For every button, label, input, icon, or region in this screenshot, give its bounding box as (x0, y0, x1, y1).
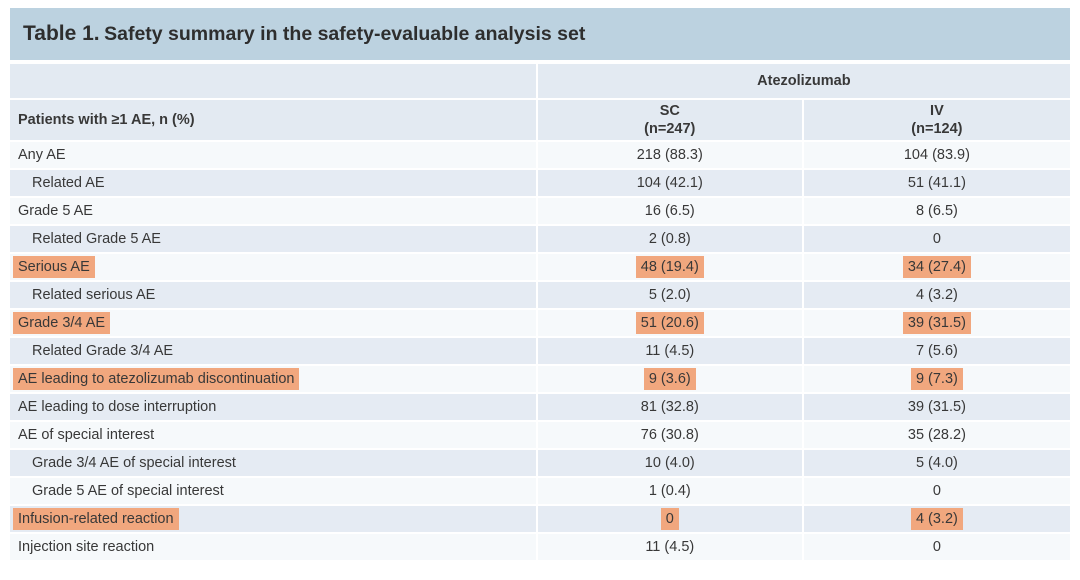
value-cell-iv: 8 (6.5) (801, 196, 1070, 224)
value-cell-sc: 104 (42.1) (535, 168, 802, 196)
table-row: Grade 3/4 AE 51 (20.6) 39 (31.5) (10, 308, 1070, 336)
row-label: Related serious AE (10, 280, 536, 308)
row-label: Injection site reaction (10, 532, 536, 560)
value-cell-iv: 4 (3.2) (801, 504, 1070, 532)
group-header-atezolizumab: Atezolizumab (535, 62, 1070, 98)
table-row: Grade 3/4 AE of special interest 10 (4.0)… (10, 448, 1070, 476)
value-cell-iv: 0 (801, 224, 1070, 252)
table-title: Safety summary in the safety-evaluable a… (104, 23, 586, 45)
row-label: AE of special interest (10, 420, 536, 448)
table-row: AE of special interest 76 (30.8) 35 (28.2) (10, 420, 1070, 448)
table-row: Related Grade 5 AE 2 (0.8) 0 (10, 224, 1070, 252)
value-cell-iv: 104 (83.9) (801, 140, 1070, 168)
value-cell-sc: 5 (2.0) (535, 280, 802, 308)
value-cell-sc: 48 (19.4) (535, 252, 802, 280)
table-row: Grade 5 AE of special interest 1 (0.4) 0 (10, 476, 1070, 504)
table-title-bar: Table 1. Safety summary in the safety-ev… (10, 8, 1070, 60)
value-cell-iv: 51 (41.1) (801, 168, 1070, 196)
table-row: Infusion-related reaction 0 4 (3.2) (10, 504, 1070, 532)
value-cell-iv: 0 (801, 476, 1070, 504)
value-cell-sc: 9 (3.6) (535, 364, 802, 392)
row-label: Grade 3/4 AE (10, 308, 536, 336)
safety-summary-page: Table 1. Safety summary in the safety-ev… (10, 8, 1070, 560)
row-label: Serious AE (10, 252, 536, 280)
value-cell-sc: 2 (0.8) (535, 224, 802, 252)
row-stub-header: Patients with ≥1 AE, n (%) (10, 98, 536, 140)
value-cell-iv: 7 (5.6) (801, 336, 1070, 364)
col-header-iv: IV (n=124) (801, 98, 1070, 140)
empty-header-cell (10, 62, 536, 98)
value-cell-iv: 0 (801, 532, 1070, 560)
safety-summary-table: Atezolizumab Patients with ≥1 AE, n (%) … (10, 62, 1070, 560)
table-row: AE leading to dose interruption 81 (32.8)… (10, 392, 1070, 420)
row-label: Related Grade 5 AE (10, 224, 536, 252)
row-label: AE leading to dose interruption (10, 392, 536, 420)
table-row: Related AE 104 (42.1) 51 (41.1) (10, 168, 1070, 196)
value-cell-sc: 16 (6.5) (535, 196, 802, 224)
col-header-sc-n: (n=247) (644, 121, 696, 137)
row-label: Grade 5 AE of special interest (10, 476, 536, 504)
value-cell-sc: 11 (4.5) (535, 532, 802, 560)
column-header-row: Patients with ≥1 AE, n (%) SC (n=247) IV… (10, 98, 1070, 140)
value-cell-iv: 34 (27.4) (801, 252, 1070, 280)
value-cell-iv: 35 (28.2) (801, 420, 1070, 448)
col-header-iv-n: (n=124) (911, 121, 963, 137)
row-label: AE leading to atezolizumab discontinuati… (10, 364, 536, 392)
table-row: Serious AE 48 (19.4) 34 (27.4) (10, 252, 1070, 280)
value-cell-iv: 39 (31.5) (801, 392, 1070, 420)
value-cell-iv: 39 (31.5) (801, 308, 1070, 336)
value-cell-sc: 81 (32.8) (535, 392, 802, 420)
value-cell-iv: 9 (7.3) (801, 364, 1070, 392)
table-row: Any AE 218 (88.3) 104 (83.9) (10, 140, 1070, 168)
row-label: Related Grade 3/4 AE (10, 336, 536, 364)
table-number: Table 1. (23, 22, 100, 45)
row-label: Grade 5 AE (10, 196, 536, 224)
value-cell-sc: 1 (0.4) (535, 476, 802, 504)
value-cell-sc: 76 (30.8) (535, 420, 802, 448)
table-row: AE leading to atezolizumab discontinuati… (10, 364, 1070, 392)
group-header-row: Atezolizumab (10, 62, 1070, 98)
row-label: Any AE (10, 140, 536, 168)
value-cell-sc: 51 (20.6) (535, 308, 802, 336)
row-label: Grade 3/4 AE of special interest (10, 448, 536, 476)
table-row: Related Grade 3/4 AE 11 (4.5) 7 (5.6) (10, 336, 1070, 364)
table-row: Injection site reaction 11 (4.5) 0 (10, 532, 1070, 560)
col-header-sc-name: SC (659, 103, 680, 119)
row-label: Infusion-related reaction (10, 504, 536, 532)
value-cell-sc: 218 (88.3) (535, 140, 802, 168)
row-label: Related AE (10, 168, 536, 196)
value-cell-sc: 0 (535, 504, 802, 532)
value-cell-iv: 5 (4.0) (801, 448, 1070, 476)
table-row: Grade 5 AE 16 (6.5) 8 (6.5) (10, 196, 1070, 224)
table-row: Related serious AE 5 (2.0) 4 (3.2) (10, 280, 1070, 308)
value-cell-iv: 4 (3.2) (801, 280, 1070, 308)
col-header-iv-name: IV (930, 103, 944, 119)
value-cell-sc: 11 (4.5) (535, 336, 802, 364)
value-cell-sc: 10 (4.0) (535, 448, 802, 476)
col-header-sc: SC (n=247) (535, 98, 802, 140)
